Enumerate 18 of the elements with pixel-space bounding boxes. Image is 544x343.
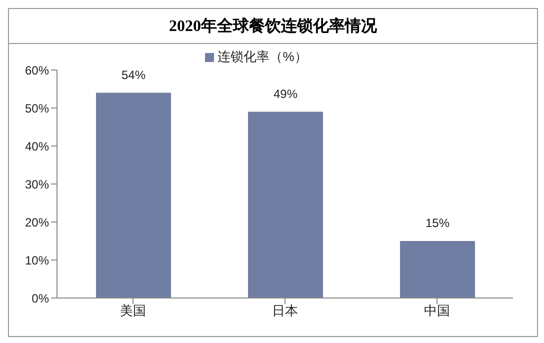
data-label: 49% <box>273 86 298 101</box>
y-tick-label: 40% <box>24 139 50 154</box>
y-tick-label: 10% <box>24 253 50 268</box>
y-tick-label: 60% <box>24 63 50 78</box>
data-label: 54% <box>121 68 146 82</box>
bar <box>400 241 475 298</box>
x-tick-label: 中国 <box>424 303 450 318</box>
x-tick-label: 日本 <box>272 303 298 318</box>
y-tick-label: 20% <box>24 215 50 230</box>
x-tick-label: 美国 <box>120 303 146 318</box>
y-tick-label: 0% <box>32 291 50 306</box>
y-tick-label: 30% <box>24 177 50 192</box>
data-label: 15% <box>425 216 450 230</box>
bar <box>248 112 323 298</box>
legend-label: 连锁化率（%） <box>218 49 308 64</box>
bar <box>96 92 171 298</box>
chart-title: 2020年全球餐饮连锁化率情况 <box>9 9 537 44</box>
y-tick-label: 50% <box>24 101 50 116</box>
